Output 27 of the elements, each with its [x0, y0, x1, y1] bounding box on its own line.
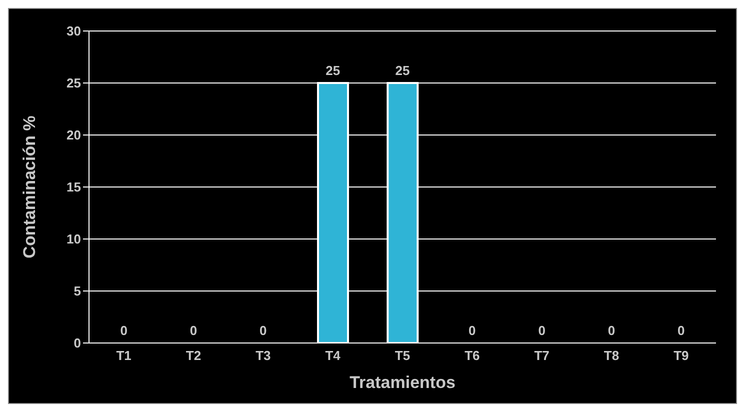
x-tick-label: T6 [464, 348, 480, 364]
data-label: 25 [326, 63, 340, 78]
x-tick-label: T9 [674, 348, 689, 364]
data-label: 0 [120, 323, 128, 338]
x-tick-label: T4 [325, 348, 342, 364]
data-label: 0 [260, 323, 267, 338]
y-axis-title: Contaminación % [20, 116, 40, 258]
data-label: 0 [190, 323, 198, 338]
data-label: 0 [468, 323, 476, 338]
data-label: 0 [608, 323, 616, 338]
y-tick-label: 0 [74, 336, 81, 351]
y-tick-label: 5 [74, 284, 81, 299]
data-label: 0 [538, 323, 546, 338]
y-tick-label: 20 [66, 128, 81, 143]
y-tick-label: 25 [66, 76, 81, 91]
x-tick-label: T1 [116, 348, 132, 364]
x-axis-title: Tratamientos [350, 373, 456, 392]
y-tick-label: 15 [66, 180, 81, 195]
x-tick-label: T8 [604, 348, 620, 364]
x-tick-label: T7 [534, 348, 550, 364]
x-tick-label: T3 [256, 348, 271, 364]
data-label: 0 [678, 323, 685, 338]
y-tick-label: 10 [66, 232, 81, 247]
y-tick-label: 30 [66, 24, 81, 39]
x-tick-label: T2 [186, 348, 202, 364]
x-tick-label: T5 [394, 348, 410, 364]
data-label: 25 [395, 63, 410, 78]
